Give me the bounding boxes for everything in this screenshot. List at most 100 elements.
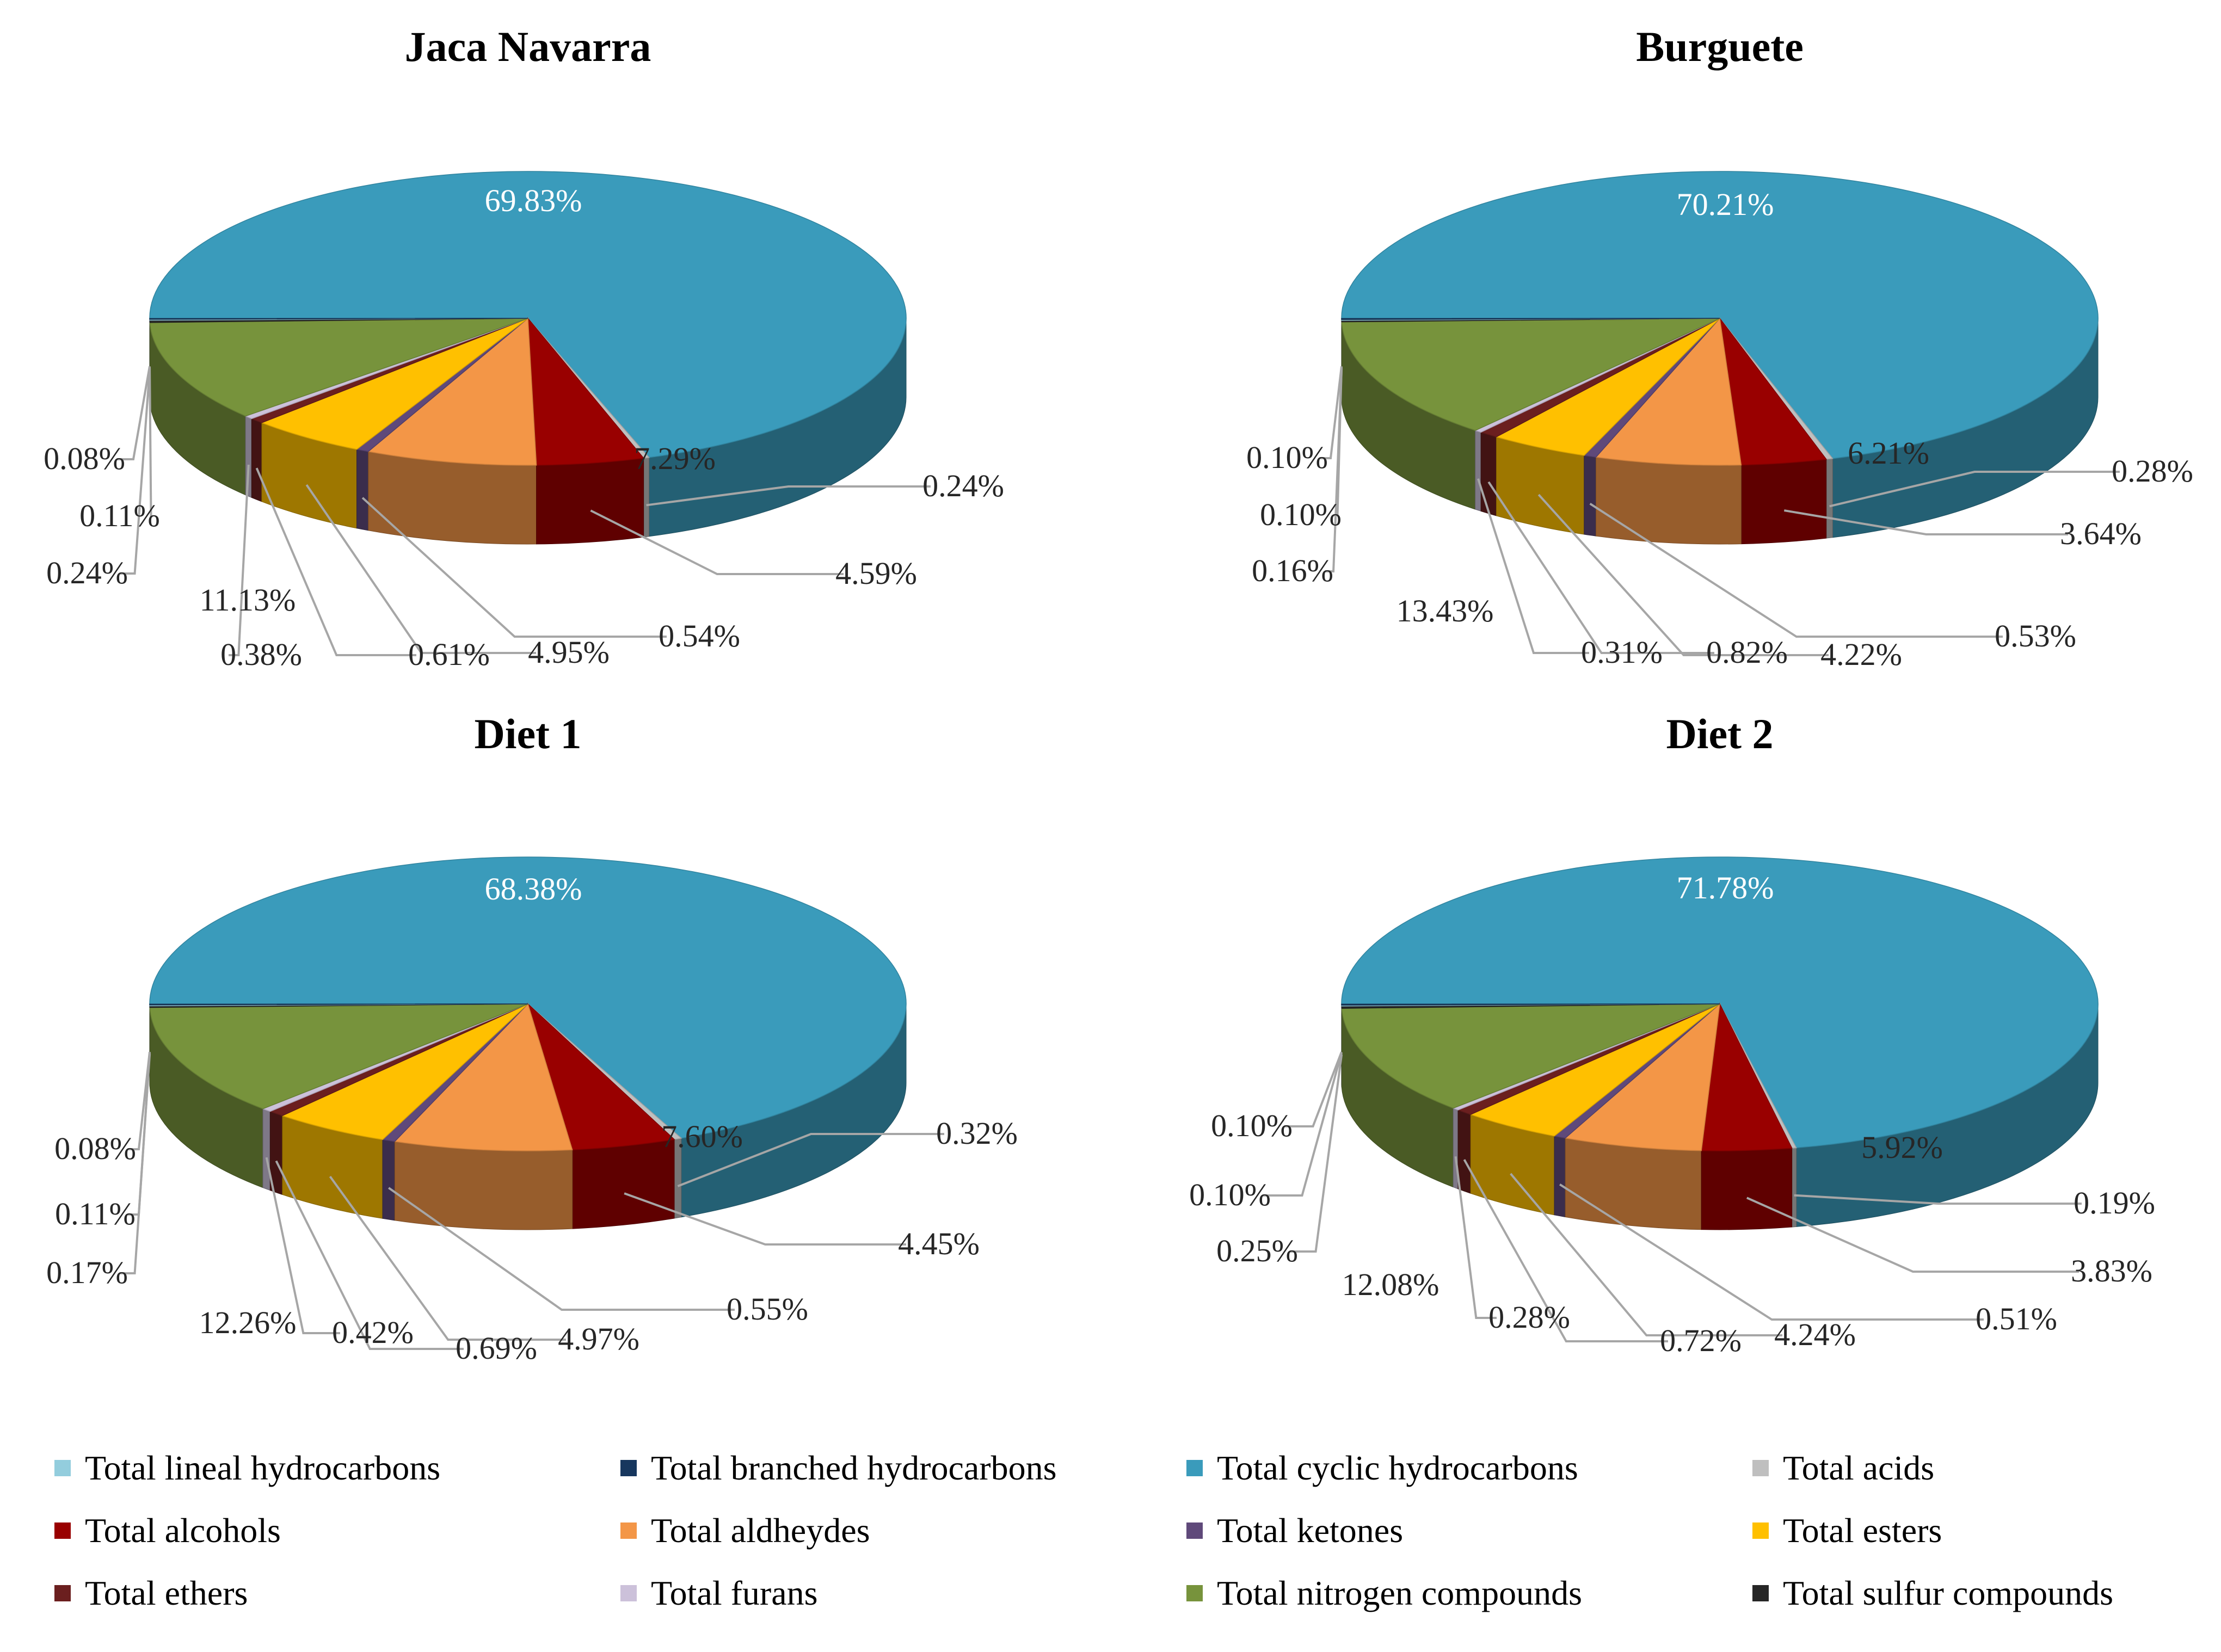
legend-swatch [54,1522,71,1539]
pie-slice-total-branched-hydrocarbons [149,1003,528,1006]
data-label-total-alcohols: 3.83% [2071,1253,2152,1289]
legend-swatch [1752,1459,1769,1476]
pie-side-total-alcohols [572,1139,675,1229]
data-label-total-cyclic-hydrocarbons: 71.78% [1677,870,1774,905]
pie-slice-total-aldheydes [367,317,537,466]
data-label-total-lineal-hydrocarbons: 0.10% [1260,497,1342,532]
legend-swatch [1186,1522,1203,1539]
data-label-total-ethers: 0.72% [1660,1323,1742,1358]
data-label-total-acids: 0.19% [2074,1185,2155,1220]
pie-side-total-ketones [382,1139,395,1221]
legend-item-total-branched-hydrocarbons: Total branched hydrocarbons [620,1437,1186,1499]
data-label-total-lineal-hydrocarbons: 0.11% [55,1196,136,1231]
legend-label: Total branched hydrocarbons [651,1448,1057,1487]
legend-swatch [620,1522,637,1539]
legend-label: Total furans [651,1573,818,1612]
data-label-total-alcohols: 4.59% [835,556,917,591]
leader-line [646,485,931,507]
pie-chart-burguete: Burguete 70.21% 0.28% 3.64% 6.21% 0.53% 4.22% 0… [1246,23,2193,672]
data-label-total-acids: 0.24% [922,468,1004,503]
pie-side-total-acids [1792,1147,1797,1228]
leader-line [265,1157,340,1334]
legend-label: Total aldheydes [651,1511,870,1550]
data-label-total-esters: 4.24% [1774,1317,1856,1352]
legend-item-total-esters: Total esters [1752,1499,2220,1562]
legend-swatch [54,1585,71,1601]
data-label-total-furans: 0.42% [332,1315,414,1350]
legend-item-total-acids: Total acids [1752,1437,2220,1499]
pie-slice-total-cyclic-hydrocarbons [149,856,907,1139]
leader-line [1454,1156,1497,1319]
data-label-total-furans: 0.31% [1581,634,1663,670]
legend-label: Total nitrogen compounds [1217,1573,1582,1612]
legend-swatch [1186,1459,1203,1476]
leader-line [1284,1051,1343,1127]
pie-side-total-furans [1475,430,1481,512]
leader-line [117,366,151,460]
data-label-total-aldheydes: 6.21% [1848,435,1929,471]
pie-side-total-ketones [356,449,369,531]
data-label-total-ketones: 0.53% [1995,618,2076,654]
leader-line [305,484,536,654]
pie-slice-total-alcohols [527,317,645,466]
pie-slice-total-nitrogen-compounds [149,318,528,417]
data-label-total-nitrogen-compounds: 12.26% [199,1305,297,1340]
pie-slice-total-cyclic-hydrocarbons [1341,171,2099,459]
pie-side-total-ethers [251,418,262,502]
pie-side-total-alcohols [1701,1148,1793,1230]
data-label-total-aldheydes: 7.60% [661,1119,743,1154]
data-label-total-ethers: 0.69% [456,1330,537,1366]
legend-item-total-ethers: Total ethers [54,1562,620,1624]
pie-slice-total-branched-hydrocarbons [1341,318,1720,320]
leader-line [1783,509,2068,535]
pie-chart-diet-2: Diet 2 71.78% 0.19% 3.83% 5.92% 0.51% 4.24% 0.7… [1189,710,2155,1358]
legend-label: Total ketones [1217,1511,1404,1550]
leader-line [1290,1054,1343,1253]
data-label-total-sulfur-compounds: 0.24% [46,555,128,590]
leader-line [275,1160,464,1350]
leader-line [624,1192,906,1246]
legend-item-total-aldheydes: Total aldheydes [620,1499,1186,1562]
data-label-total-furans: 0.28% [1488,1299,1570,1335]
legend-label: Total lineal hydrocarbons [85,1448,441,1487]
data-label-total-acids: 0.28% [2112,453,2193,489]
data-label-total-aldheydes: 7.29% [634,441,716,476]
pie-slice-total-cyclic-hydrocarbons [1341,856,2099,1149]
data-label-total-sulfur-compounds: 0.25% [1216,1233,1298,1268]
pie-side-total-ethers [1480,432,1497,516]
leader-line [1333,367,1343,516]
data-label-total-cyclic-hydrocarbons: 68.38% [485,871,582,907]
legend-label: Total esters [1783,1511,1942,1550]
pie-slice-total-esters [1495,318,1720,456]
pie-slice-total-nitrogen-compounds [149,1003,528,1109]
legend-item-total-furans: Total furans [620,1562,1186,1624]
legend-swatch [620,1459,637,1476]
pie-slice-total-esters [281,1003,528,1141]
leader-line [677,1133,944,1187]
legend-item-total-alcohols: Total alcohols [54,1499,620,1562]
pie-slice-total-nitrogen-compounds [1341,1003,1720,1109]
leader-line [1794,1194,2082,1205]
chart-title: Jaca Navarra [405,23,651,70]
data-label-total-sulfur-compounds: 0.16% [1252,553,1333,588]
leader-line [229,464,250,656]
pie-side-total-aldheydes [1596,457,1742,545]
leader-line [1510,1173,1782,1336]
pie-slice-total-aldheydes [1595,317,1742,466]
legend-swatch [54,1459,71,1476]
data-label-total-branched-hydrocarbons: 0.10% [1211,1108,1293,1143]
pie-slice-total-cyclic-hydrocarbons [149,171,907,458]
legend-label: Total cyclic hydrocarbons [1217,1448,1578,1487]
legend-swatch [620,1585,637,1601]
leader-line [1477,478,1589,654]
pie-side-total-acids [1826,458,1833,539]
data-label-total-branched-hydrocarbons: 0.08% [44,441,125,476]
data-label-total-cyclic-hydrocarbons: 69.83% [485,183,582,218]
data-label-total-aldheydes: 5.92% [1861,1130,1943,1165]
pie-slice-total-aldheydes [393,1003,573,1151]
leader-line [1829,471,2120,508]
pie-side-total-aldheydes [1565,1137,1702,1230]
data-label-total-lineal-hydrocarbons: 0.11% [79,498,160,533]
pie-slice-total-branched-hydrocarbons [1341,1003,1720,1006]
data-label-total-cyclic-hydrocarbons: 70.21% [1677,187,1774,222]
